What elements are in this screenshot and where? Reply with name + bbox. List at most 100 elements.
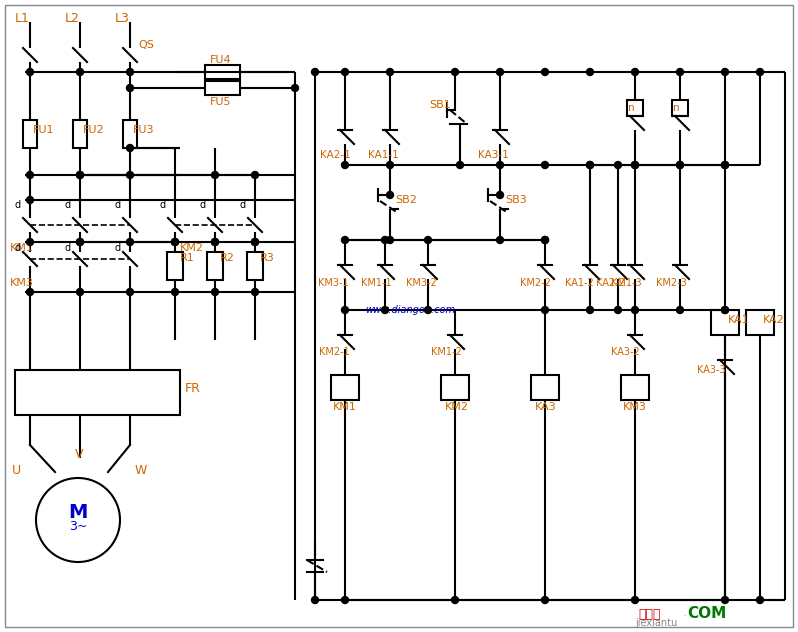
Circle shape bbox=[496, 68, 504, 75]
Bar bbox=[331, 375, 359, 400]
Circle shape bbox=[614, 162, 622, 169]
Text: COM: COM bbox=[687, 607, 726, 621]
Text: d: d bbox=[200, 200, 206, 210]
Circle shape bbox=[291, 85, 298, 92]
Circle shape bbox=[542, 597, 548, 604]
Bar bbox=[621, 375, 649, 400]
Text: KM2-2: KM2-2 bbox=[520, 278, 551, 288]
Bar bbox=[15, 370, 180, 415]
Text: FU4: FU4 bbox=[210, 55, 231, 65]
Circle shape bbox=[677, 162, 684, 169]
Circle shape bbox=[587, 162, 594, 169]
Text: KM2: KM2 bbox=[445, 402, 469, 412]
Text: KA3-2: KA3-2 bbox=[611, 347, 640, 357]
Circle shape bbox=[172, 238, 179, 245]
Bar bbox=[23, 120, 37, 148]
Circle shape bbox=[77, 238, 84, 245]
Circle shape bbox=[26, 171, 34, 178]
Text: 3~: 3~ bbox=[69, 520, 87, 533]
Text: d: d bbox=[115, 200, 121, 210]
Text: jiexiantu: jiexiantu bbox=[635, 618, 678, 628]
Text: FR: FR bbox=[185, 382, 201, 394]
Text: SB1: SB1 bbox=[429, 100, 451, 110]
Circle shape bbox=[677, 68, 684, 75]
Circle shape bbox=[721, 307, 729, 313]
Circle shape bbox=[452, 597, 459, 604]
Circle shape bbox=[542, 307, 548, 313]
Text: d: d bbox=[65, 243, 71, 253]
Circle shape bbox=[542, 68, 548, 75]
Circle shape bbox=[342, 597, 349, 604]
Bar bbox=[207, 252, 223, 280]
Text: L1: L1 bbox=[14, 11, 30, 25]
Circle shape bbox=[587, 307, 594, 313]
Text: KM1-2: KM1-2 bbox=[431, 347, 462, 357]
Circle shape bbox=[342, 307, 349, 313]
Text: FU1: FU1 bbox=[33, 125, 54, 135]
Circle shape bbox=[542, 162, 548, 169]
Circle shape bbox=[127, 145, 133, 152]
Bar bbox=[441, 375, 469, 400]
Circle shape bbox=[452, 68, 459, 75]
Text: KA2-2: KA2-2 bbox=[596, 278, 625, 288]
Text: n: n bbox=[673, 103, 679, 113]
Text: KA3-1: KA3-1 bbox=[478, 150, 509, 160]
Text: KM2-3: KM2-3 bbox=[656, 278, 687, 288]
Circle shape bbox=[587, 68, 594, 75]
Bar bbox=[746, 310, 774, 335]
Text: KA3: KA3 bbox=[535, 402, 557, 412]
Circle shape bbox=[631, 162, 638, 169]
Circle shape bbox=[77, 171, 84, 178]
Circle shape bbox=[211, 171, 219, 178]
Text: d: d bbox=[15, 200, 21, 210]
Text: KA1: KA1 bbox=[728, 315, 749, 325]
Text: KM3: KM3 bbox=[623, 402, 647, 412]
Text: KM1-1: KM1-1 bbox=[361, 278, 392, 288]
Text: KA1-2: KA1-2 bbox=[565, 278, 594, 288]
Circle shape bbox=[311, 597, 318, 604]
Text: KM2: KM2 bbox=[180, 243, 204, 253]
Text: KM1: KM1 bbox=[10, 243, 34, 253]
Text: 接线图: 接线图 bbox=[638, 607, 661, 621]
Text: R1: R1 bbox=[180, 253, 195, 263]
Text: KA1-1: KA1-1 bbox=[368, 150, 399, 160]
Circle shape bbox=[381, 236, 389, 243]
Bar bbox=[73, 120, 87, 148]
Text: W: W bbox=[135, 463, 148, 477]
Circle shape bbox=[251, 288, 259, 296]
Text: SB3: SB3 bbox=[505, 195, 527, 205]
Bar bbox=[205, 65, 240, 79]
Circle shape bbox=[311, 68, 318, 75]
Text: KA2: KA2 bbox=[763, 315, 784, 325]
Text: d: d bbox=[115, 243, 121, 253]
Circle shape bbox=[496, 236, 504, 243]
Bar bbox=[711, 310, 739, 335]
Circle shape bbox=[211, 238, 219, 245]
Bar bbox=[167, 252, 183, 280]
Circle shape bbox=[172, 238, 179, 245]
Circle shape bbox=[386, 162, 393, 169]
Circle shape bbox=[342, 162, 349, 169]
Circle shape bbox=[542, 236, 548, 243]
Circle shape bbox=[721, 162, 729, 169]
Circle shape bbox=[127, 238, 133, 245]
Circle shape bbox=[614, 307, 622, 313]
Circle shape bbox=[631, 68, 638, 75]
Circle shape bbox=[77, 288, 84, 296]
Circle shape bbox=[631, 162, 638, 169]
Bar bbox=[123, 120, 137, 148]
Circle shape bbox=[757, 597, 764, 604]
Circle shape bbox=[456, 162, 464, 169]
Text: SB2: SB2 bbox=[395, 195, 417, 205]
Circle shape bbox=[386, 68, 393, 75]
Circle shape bbox=[342, 236, 349, 243]
Circle shape bbox=[77, 68, 84, 75]
Circle shape bbox=[127, 68, 133, 75]
Circle shape bbox=[721, 162, 729, 169]
Bar bbox=[247, 252, 263, 280]
Circle shape bbox=[26, 197, 34, 204]
Circle shape bbox=[127, 85, 133, 92]
Text: FU2: FU2 bbox=[83, 125, 105, 135]
Circle shape bbox=[381, 307, 389, 313]
Text: n: n bbox=[628, 103, 634, 113]
